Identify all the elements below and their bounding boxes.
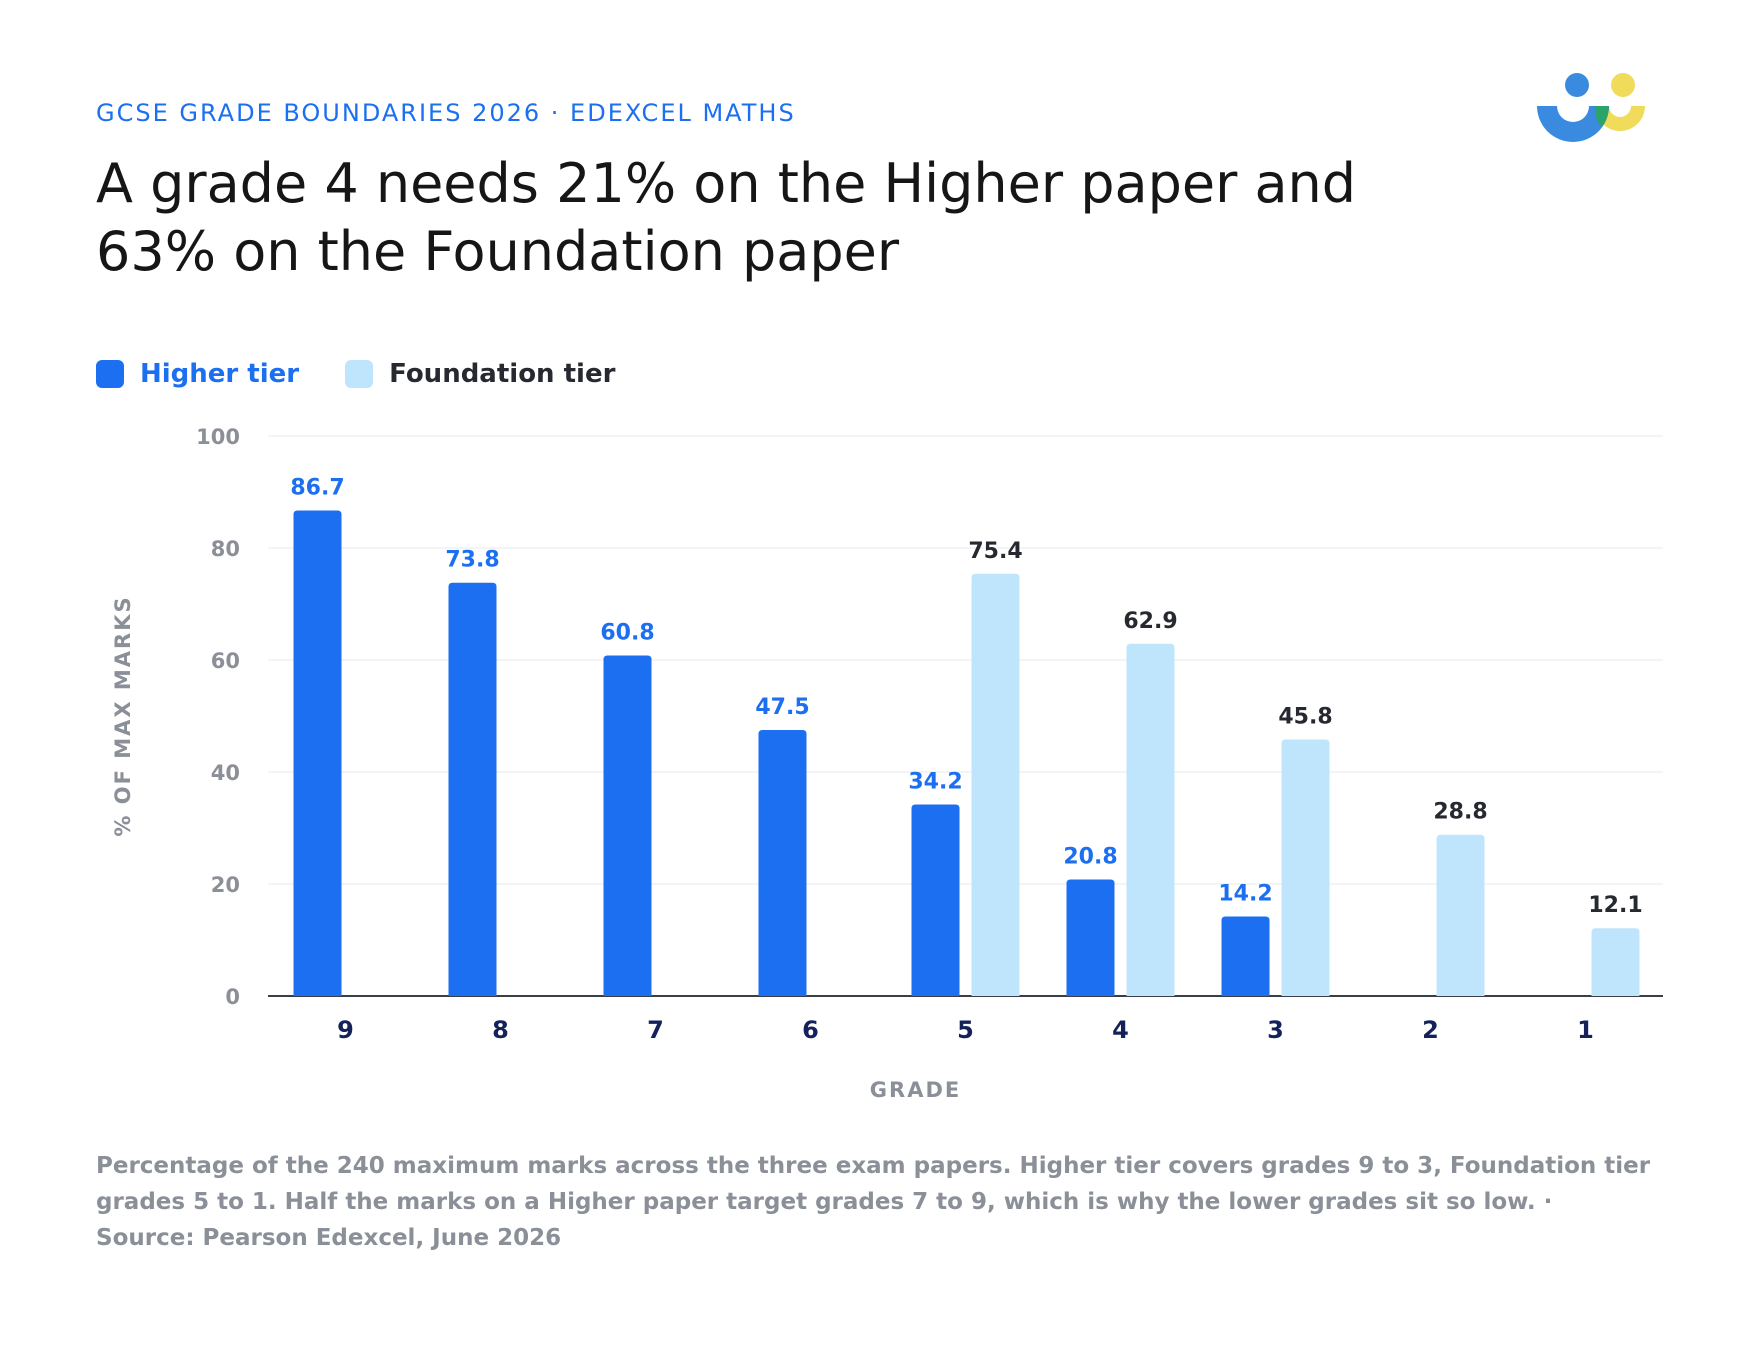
legend-item-higher: Higher tier [96,359,299,389]
headline-line-1: A grade 4 needs 21% on the Higher paper … [96,152,1357,215]
bar-foundation [1436,834,1485,996]
x-tick-label: 7 [647,1016,664,1044]
legend-label-higher: Higher tier [140,359,300,389]
kicker: GCSE GRADE BOUNDARIES 2026 · EDEXCEL MAT… [96,99,796,127]
data-label-foundation: 12.1 [1588,893,1642,918]
x-tick-label: 5 [957,1016,974,1044]
legend-swatch-higher [96,360,124,388]
x-axis-title: GRADE [870,1078,961,1102]
y-axis-title: % OF MAX MARKS [111,595,135,836]
x-tick-label: 6 [802,1016,819,1044]
x-tick-label: 8 [492,1016,509,1044]
data-label-higher: 86.7 [290,475,344,500]
data-label-higher: 20.8 [1063,845,1117,870]
bar-higher [603,655,652,996]
y-tick-label: 100 [196,425,240,449]
people-logo-icon [1537,73,1645,142]
y-tick-label: 0 [225,985,240,1009]
y-tick-label: 20 [211,873,240,897]
bar-chart: 0 20 40 60 80 100 86.7 9 73.8 8 60.8 7 47.5 6 34.2 75.4… [111,425,1663,1102]
data-label-foundation: 45.8 [1278,705,1332,730]
headline-line-2: 63% on the Foundation paper [96,220,900,283]
x-tick-label: 3 [1267,1016,1284,1044]
x-tick-label: 9 [337,1016,354,1044]
x-tick-label: 2 [1422,1016,1439,1044]
bar-foundation [1126,643,1175,996]
bar-higher [1221,916,1270,996]
y-tick-label: 60 [211,649,240,673]
bar-foundation [1281,739,1330,996]
legend-swatch-foundation [345,360,374,388]
bar-foundation [971,573,1020,996]
data-label-foundation: 75.4 [968,539,1022,564]
bar-higher [758,730,807,996]
x-tick-label: 1 [1577,1016,1594,1044]
y-tick-label: 40 [211,761,240,785]
bar-higher [911,804,960,996]
y-tick-label: 80 [211,537,240,561]
x-tick-label: 4 [1112,1016,1129,1044]
bar-foundation [1591,928,1640,996]
bar-higher [293,510,342,996]
footnote: Percentage of the 240 maximum marks acro… [96,1153,1651,1251]
data-label-higher: 60.8 [600,621,654,646]
data-label-higher: 73.8 [445,548,499,573]
data-label-foundation: 62.9 [1123,609,1177,634]
legend-item-foundation: Foundation tier [345,359,615,389]
legend-label-foundation: Foundation tier [389,359,616,389]
bar-higher [448,582,497,996]
data-label-higher: 14.2 [1218,881,1272,906]
headline: A grade 4 needs 21% on the Higher paper … [96,150,1396,286]
data-label-higher: 34.2 [908,769,962,794]
chart-legend: Higher tier Foundation tier [96,354,661,394]
data-label-foundation: 28.8 [1433,800,1487,825]
data-label-higher: 47.5 [755,695,809,720]
bar-higher [1066,879,1115,996]
